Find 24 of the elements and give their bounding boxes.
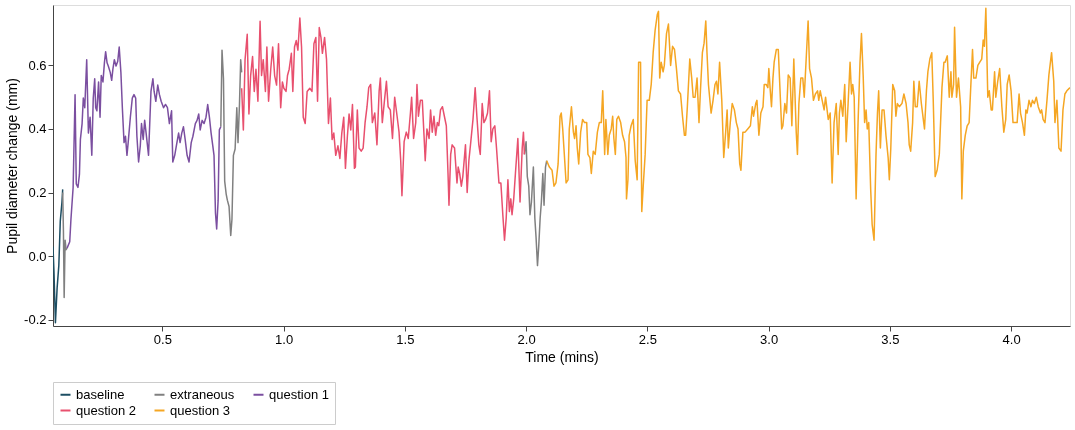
x-tick-label: 2.5 bbox=[638, 331, 657, 347]
x-tick-label: 1.0 bbox=[275, 331, 294, 347]
y-tick-label: 0.4 bbox=[28, 121, 47, 137]
x-tick-label: 1.5 bbox=[396, 331, 415, 347]
legend-label: question 2 bbox=[76, 402, 136, 418]
x-tick-label: 0.5 bbox=[153, 331, 172, 347]
x-tick-label: 4.0 bbox=[1002, 331, 1021, 347]
line-series bbox=[53, 188, 64, 324]
legend-label: question 1 bbox=[269, 386, 329, 402]
y-tick-label: -0.2 bbox=[24, 312, 47, 328]
x-tick-label: 2.0 bbox=[517, 331, 536, 347]
line-series bbox=[240, 17, 526, 241]
y-axis-title: Pupil diameter change (mm) bbox=[4, 78, 21, 254]
x-axis-title: Time (mins) bbox=[525, 348, 599, 365]
y-tick-label: 0.2 bbox=[28, 185, 47, 201]
y-tick-label: 0.0 bbox=[28, 248, 47, 264]
line-series bbox=[545, 7, 1070, 241]
legend-label: question 3 bbox=[170, 402, 230, 418]
legend-label: baseline bbox=[76, 386, 125, 402]
legend-label: extraneous bbox=[170, 386, 235, 402]
y-tick-label: 0.6 bbox=[28, 57, 47, 73]
x-tick-label: 3.5 bbox=[881, 331, 900, 347]
x-tick-label: 3.0 bbox=[760, 331, 779, 347]
line-series bbox=[66, 46, 222, 249]
